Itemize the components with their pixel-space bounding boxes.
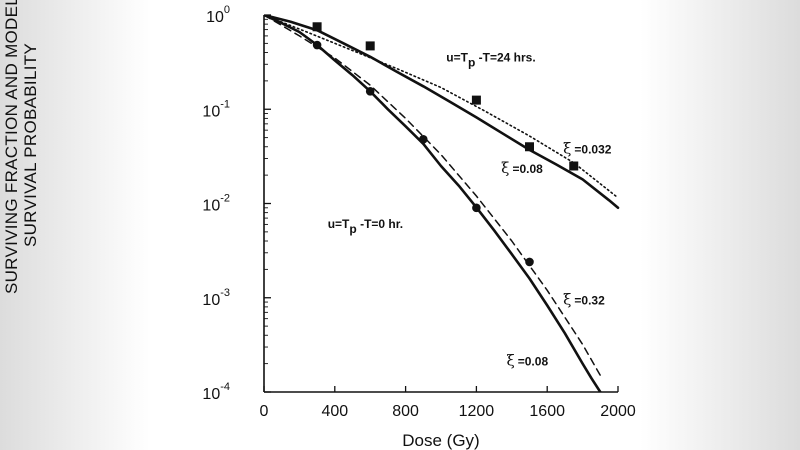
group-label-subscript: p xyxy=(468,56,475,70)
y-tick-exponent: -3 xyxy=(220,287,230,299)
y-tick-label: 10-2 xyxy=(202,193,230,215)
xi-annotation-3: ξ =0.08 xyxy=(506,352,548,370)
series-line-0-solid xyxy=(264,15,620,210)
xi-annotation-1: ξ =0.08 xyxy=(501,159,543,177)
x-tick-label: 1600 xyxy=(529,403,565,420)
figure-panel: 100 10-1 10-2 10-3 10-4 0 400 800 1200 1600 2000 Do… xyxy=(150,0,640,450)
x-tick-label: 400 xyxy=(321,403,348,420)
x-tick-label: 2000 xyxy=(600,403,636,420)
y-tick-exponent: 0 xyxy=(224,4,230,16)
xi-value: =0.032 xyxy=(574,142,611,156)
y-tick-exponent: -4 xyxy=(220,381,230,393)
xi-value: =0.32 xyxy=(574,293,605,307)
y-tick-label: 10-1 xyxy=(202,98,230,120)
circle-data-point xyxy=(472,203,481,213)
xi-symbol: ξ xyxy=(506,352,514,370)
x-tick-label: 800 xyxy=(392,403,419,420)
series-line-1-dotted xyxy=(264,15,619,199)
y-tick-label: 10-4 xyxy=(202,381,230,403)
xi-symbol: ξ xyxy=(501,159,509,177)
y-axis-label-line-1: SURVIVING FRACTION AND MODEL xyxy=(2,0,21,295)
y-axis-label-line-2: SURVIVAL PROBABILITY xyxy=(21,42,40,248)
group-label-rest: -T=24 hrs. xyxy=(475,51,535,65)
circle-data-point xyxy=(525,257,534,267)
y-tick-label: 10-3 xyxy=(202,287,230,309)
circle-data-point xyxy=(312,40,322,50)
x-axis-label: Dose (Gy) xyxy=(402,431,479,450)
group-label-rest: -T=0 hr. xyxy=(357,217,403,231)
square-data-point xyxy=(365,41,375,51)
group-label-subscript: p xyxy=(349,222,356,236)
xi-value: =0.08 xyxy=(512,162,543,176)
survival-chart: 100 10-1 10-2 10-3 10-4 0 400 800 1200 1600 2000 Do… xyxy=(202,4,636,450)
xi-value: =0.08 xyxy=(518,355,549,369)
series-line-2-solid xyxy=(264,15,602,392)
y-tick-label: 100 xyxy=(206,4,230,26)
y-tick-exponent: -2 xyxy=(220,193,230,205)
group-label-0: u=Tp -T=24 hrs. xyxy=(446,51,535,70)
x-tick-label: 0 xyxy=(260,403,269,420)
square-data-point xyxy=(312,22,322,32)
background-left-panel xyxy=(0,0,150,450)
x-tick-label: 1200 xyxy=(459,403,495,420)
xi-annotation-2: ξ =0.32 xyxy=(563,290,605,308)
circle-data-point xyxy=(419,134,428,144)
group-label-1: u=Tp -T=0 hr. xyxy=(328,217,403,236)
y-tick-exponent: -1 xyxy=(220,98,230,110)
circle-data-point xyxy=(365,87,375,96)
y-axis-label: SURVIVING FRACTION AND MODEL SURVIVAL PR… xyxy=(2,0,42,370)
series-line-3-dashed xyxy=(264,15,602,377)
square-data-point xyxy=(525,142,534,152)
background-right-panel xyxy=(640,0,800,450)
xi-annotation-0: ξ =0.032 xyxy=(563,139,612,157)
square-data-point xyxy=(471,95,481,105)
square-data-point xyxy=(569,161,579,171)
xi-symbol: ξ xyxy=(563,290,571,308)
xi-symbol: ξ xyxy=(563,139,571,157)
